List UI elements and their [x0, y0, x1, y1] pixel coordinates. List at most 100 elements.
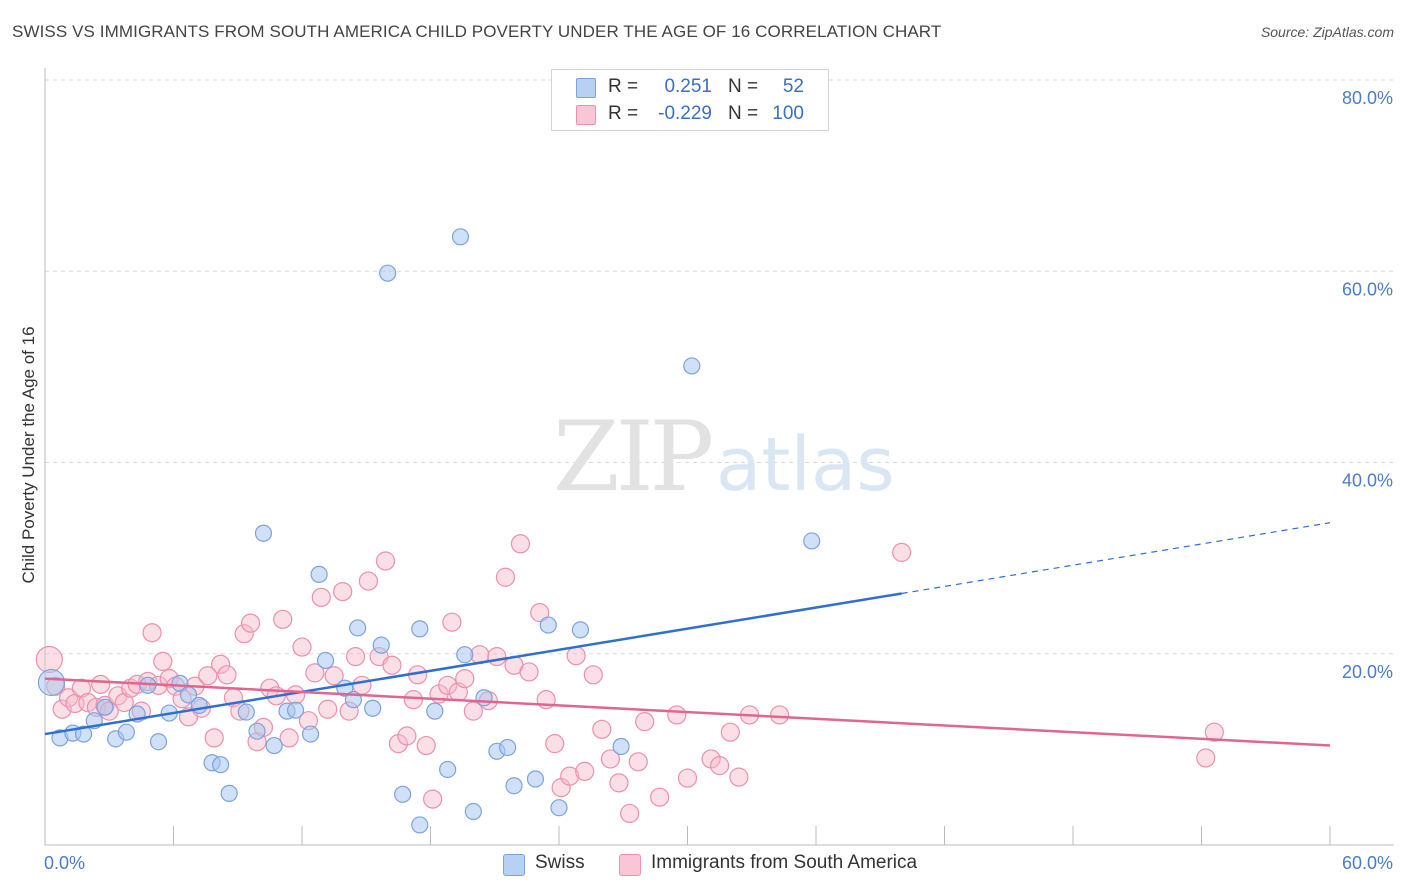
grid-lines: [45, 79, 1394, 655]
swiss-point: [117, 723, 135, 741]
swiss-point: [426, 702, 444, 720]
sa-point: [438, 675, 458, 695]
y-tick-label: 80.0%: [1342, 88, 1393, 108]
sa-point: [592, 719, 612, 739]
swiss-point: [505, 777, 523, 795]
sa-point: [635, 712, 655, 732]
sa-point: [403, 690, 423, 710]
sa-point: [382, 655, 402, 675]
swiss-point: [190, 696, 208, 714]
sa-point: [710, 756, 730, 776]
sa-point: [241, 613, 261, 633]
swiss-point: [212, 756, 230, 774]
swiss-point: [499, 738, 517, 757]
swiss-point: [149, 733, 168, 751]
sa-point: [333, 581, 353, 602]
sa-point: [114, 692, 134, 713]
sa-point: [769, 705, 790, 725]
sa-point: [487, 647, 507, 667]
sa-point: [358, 571, 378, 591]
swiss-point: [379, 264, 397, 282]
sa-point: [677, 768, 698, 788]
legend-n-value: 52: [782, 76, 804, 97]
swiss-point: [301, 725, 320, 743]
sa-point: [71, 678, 92, 698]
swiss-point: [550, 799, 568, 817]
swiss-point: [394, 785, 412, 803]
swiss-point: [456, 646, 474, 664]
sa-point: [650, 787, 670, 807]
swiss-point: [96, 698, 114, 716]
sa-point: [575, 761, 595, 781]
x-tick-label: 60.0%: [1342, 853, 1393, 873]
sa-point: [375, 551, 396, 571]
bottom-legend: Swiss Immigrants from South America: [0, 852, 1406, 878]
sa-point: [153, 651, 173, 672]
sa-point: [198, 666, 218, 686]
sa-point: [600, 749, 621, 769]
swiss-point: [439, 760, 457, 779]
swiss-point: [364, 699, 382, 717]
swiss-point: [539, 616, 557, 634]
sa-swatch: [576, 105, 596, 125]
swiss-point: [220, 784, 238, 802]
swiss-point: [349, 619, 367, 637]
sa-point: [609, 773, 629, 793]
swiss-point: [316, 651, 335, 670]
swiss-point: [451, 228, 470, 246]
sa-point: [305, 663, 325, 683]
sa-point: [416, 735, 436, 756]
sa-point: [35, 645, 63, 674]
sa-point: [292, 637, 312, 657]
sa-point: [628, 752, 648, 772]
swiss-point: [171, 674, 189, 692]
swiss-point: [475, 689, 493, 707]
sa-point: [217, 665, 237, 685]
swiss-point: [286, 701, 305, 719]
y-tick-labels: 20.0% 40.0% 60.0% 80.0%: [1342, 88, 1393, 682]
sa-point: [234, 624, 254, 644]
swiss-point: [310, 565, 328, 583]
sa-point: [720, 722, 740, 742]
legend-r-value: -0.229: [658, 103, 712, 124]
sa-point: [560, 766, 580, 786]
sa-point: [324, 666, 344, 686]
sa-point: [204, 728, 224, 748]
y-tick-label: 20.0%: [1342, 662, 1393, 682]
legend-r-value: 0.251: [664, 76, 712, 97]
sa-point: [211, 654, 231, 674]
swiss-point: [74, 725, 93, 743]
legend-r-label: R =: [608, 103, 639, 124]
sa-point: [583, 665, 603, 685]
bottom-legend-sa-label: Immigrants from South America: [651, 852, 918, 873]
watermark: ZIP atlas: [553, 401, 895, 513]
swiss-point: [265, 736, 283, 755]
sa-point: [545, 734, 565, 754]
swiss-point: [37, 668, 66, 697]
swiss-point: [237, 703, 255, 721]
swiss-point: [411, 816, 429, 834]
swiss-trend-line: [44, 592, 902, 736]
swiss-point: [803, 532, 821, 550]
trend-lines: [44, 522, 1331, 747]
legend-n-label: N =: [728, 76, 759, 97]
sa-point: [455, 669, 475, 689]
swiss-swatch: [576, 78, 596, 98]
swiss-point: [254, 524, 273, 542]
chart-title: SWISS VS IMMIGRANTS FROM SOUTH AMERICA C…: [12, 22, 942, 41]
bottom-legend-swiss-label: Swiss: [535, 852, 585, 873]
axes: [44, 68, 1394, 846]
legend-row-sa: R = -0.229 N = 100: [552, 101, 828, 127]
swiss-point: [248, 722, 266, 740]
sa-point: [1196, 748, 1216, 768]
sa-point: [142, 623, 162, 643]
swiss-points: [37, 228, 821, 834]
swiss-point: [526, 770, 545, 788]
y-tick-label: 40.0%: [1342, 471, 1393, 491]
legend: R = 0.251 N = 52 R = -0.229 N = 100: [551, 69, 829, 131]
source-label: Source: ZipAtlas.com: [1260, 24, 1394, 40]
sa-trend-line: [44, 677, 1331, 747]
sa-point: [1204, 722, 1224, 742]
sa-swatch: [619, 854, 641, 876]
